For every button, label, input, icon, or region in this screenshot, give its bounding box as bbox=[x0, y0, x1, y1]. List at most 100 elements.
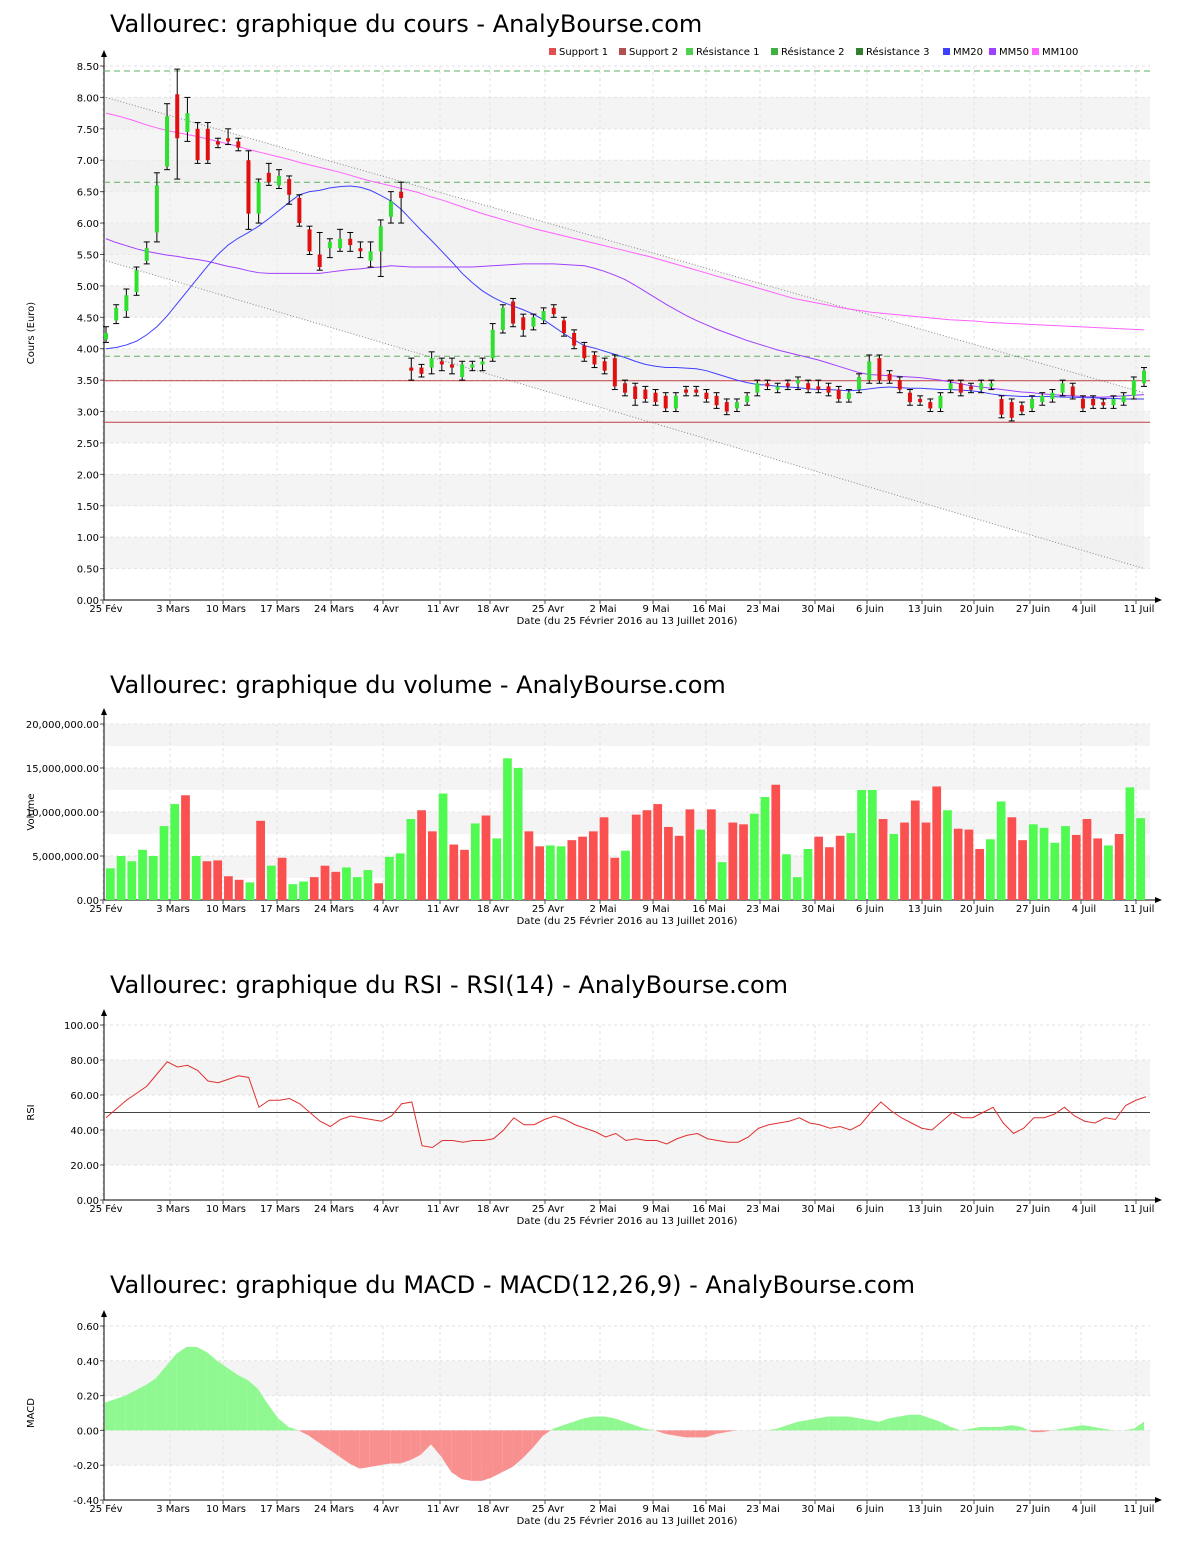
candle-body bbox=[694, 389, 699, 393]
macd-area-segment bbox=[960, 1428, 971, 1431]
macd-area-segment bbox=[726, 1430, 737, 1433]
candle-body bbox=[490, 329, 495, 359]
candle-body bbox=[480, 361, 485, 365]
macd-area-segment bbox=[665, 1430, 676, 1436]
candle-body bbox=[104, 333, 108, 340]
rsi-xtick-label: 23 Mai bbox=[746, 1204, 779, 1215]
rsi-xtick-label: 4 Avr bbox=[373, 1204, 400, 1215]
volume-bar bbox=[470, 823, 480, 900]
macd-area-segment bbox=[125, 1390, 136, 1431]
macd-area-segment bbox=[858, 1418, 869, 1431]
price-ytick-label: 5.00 bbox=[77, 282, 99, 293]
macd-area-segment bbox=[1031, 1430, 1043, 1433]
macd-area-segment bbox=[257, 1388, 268, 1431]
rsi-xtick-label: 27 Juin bbox=[1016, 1204, 1050, 1215]
price-ytick-label: 1.50 bbox=[77, 502, 99, 513]
volume-bar bbox=[588, 831, 598, 900]
macd-xtick-label: 4 Juil bbox=[1072, 1504, 1096, 1515]
candle-body bbox=[165, 116, 170, 167]
rsi-band bbox=[104, 1060, 1150, 1095]
candle-body bbox=[175, 94, 180, 139]
volume-bar bbox=[674, 835, 684, 900]
macd-area-segment bbox=[359, 1430, 370, 1469]
macd-area-segment bbox=[909, 1414, 920, 1431]
volume-bar bbox=[148, 856, 158, 900]
candle-body bbox=[724, 402, 729, 412]
volume-bar bbox=[1028, 824, 1038, 900]
volume-xtick-label: 24 Mars bbox=[314, 904, 354, 915]
macd-area-segment bbox=[512, 1430, 523, 1467]
volume-bar bbox=[739, 824, 748, 900]
legend-swatch bbox=[989, 48, 996, 55]
volume-bar bbox=[106, 868, 115, 900]
price-xtick-label: 9 Mai bbox=[642, 604, 669, 615]
macd-area-segment bbox=[329, 1430, 340, 1457]
candle-body bbox=[867, 361, 872, 381]
volume-xtick-label: 30 Mai bbox=[801, 904, 834, 915]
candle-body bbox=[500, 307, 505, 330]
volume-bar bbox=[953, 828, 963, 900]
volume-bar bbox=[867, 790, 877, 900]
macd-area-segment bbox=[492, 1430, 503, 1478]
price-xtick-label: 3 Mars bbox=[156, 604, 190, 615]
volume-xtick-label: 17 Mars bbox=[260, 904, 300, 915]
rsi-ytick-label: 100.00 bbox=[64, 1021, 99, 1032]
price-ytick-label: 5.50 bbox=[77, 250, 99, 261]
price-xtick-label: 11 Avr bbox=[427, 604, 460, 615]
macd-area-segment bbox=[430, 1430, 442, 1457]
candle-body bbox=[714, 395, 719, 406]
rsi-chart-title: Vallourec: graphique du RSI - RSI(14) - … bbox=[110, 971, 789, 999]
candle-body bbox=[358, 248, 363, 252]
volume-bar bbox=[878, 819, 888, 900]
volume-bar bbox=[621, 850, 630, 900]
candle-body bbox=[1009, 402, 1014, 418]
candle-body bbox=[745, 395, 750, 403]
volume-bar bbox=[889, 834, 899, 900]
rsi-ytick-label: 80.00 bbox=[70, 1056, 99, 1067]
candle-body bbox=[195, 128, 200, 161]
macd-area-segment bbox=[522, 1430, 533, 1459]
price-xtick-label: 18 Avr bbox=[477, 604, 510, 615]
volume-xtick-label: 2 Mai bbox=[589, 904, 616, 915]
candle-body bbox=[327, 241, 332, 249]
candle-body bbox=[1040, 395, 1045, 403]
macd-area-segment bbox=[308, 1430, 319, 1443]
volume-bar bbox=[653, 804, 663, 900]
volume-bar bbox=[342, 867, 351, 900]
macd-area-segment bbox=[777, 1425, 788, 1431]
volume-xtick-label: 11 Avr bbox=[427, 904, 460, 915]
price-xtick-label: 17 Mars bbox=[260, 604, 300, 615]
macd-x-axis-label: Date (du 25 Février 2016 au 13 Juillet 2… bbox=[517, 1515, 738, 1527]
candle-body bbox=[857, 376, 862, 390]
candle-body bbox=[419, 367, 424, 374]
price-y-axis-label: Cours (Euro) bbox=[26, 302, 37, 365]
rsi-chart: 0.00 20.00 40.00 60.00 80.00 100.00 25 Fév 3 Ma… bbox=[26, 1009, 1162, 1227]
macd-xtick-label: 20 Juin bbox=[960, 1504, 994, 1515]
macd-area-segment bbox=[349, 1430, 360, 1469]
macd-area-segment bbox=[278, 1418, 289, 1431]
macd-area-segment bbox=[451, 1430, 462, 1480]
candle-body bbox=[633, 386, 638, 399]
rsi-xtick-label: 9 Mai bbox=[642, 1204, 669, 1215]
macd-area-segment bbox=[410, 1430, 421, 1460]
candle-body bbox=[338, 238, 343, 249]
candle-body bbox=[673, 395, 678, 409]
volume-bar bbox=[277, 857, 287, 900]
volume-bar bbox=[556, 846, 566, 900]
legend-label: MM20 bbox=[953, 47, 983, 58]
candle-body bbox=[592, 354, 597, 365]
price-x-arrow bbox=[1155, 597, 1162, 603]
candle-body bbox=[470, 364, 475, 368]
volume-bar bbox=[825, 847, 834, 900]
macd-area-segment bbox=[1133, 1421, 1144, 1431]
candle-body bbox=[755, 383, 760, 393]
candle-body bbox=[368, 251, 373, 261]
macd-xtick-label: 3 Mars bbox=[156, 1504, 190, 1515]
price-ytick-label: 3.50 bbox=[77, 376, 99, 387]
candle-body bbox=[399, 191, 404, 198]
candle-body bbox=[236, 141, 241, 148]
volume-bar bbox=[513, 768, 523, 900]
volume-bar bbox=[503, 758, 512, 900]
candle-body bbox=[1111, 398, 1116, 406]
legend-swatch bbox=[1032, 48, 1039, 55]
